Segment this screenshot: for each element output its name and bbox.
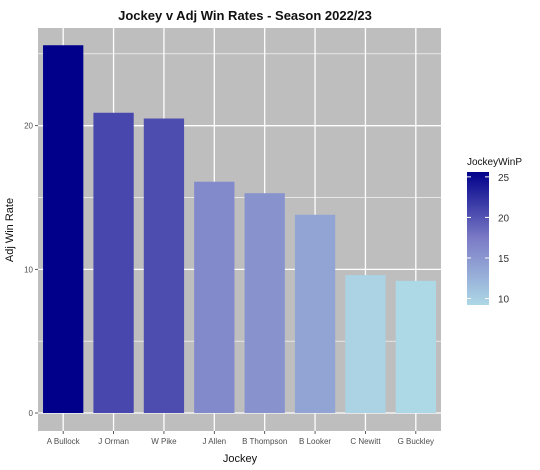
x-tick-label: J Allen (203, 437, 227, 446)
legend-tick-label: 10 (498, 295, 510, 306)
legend-ticks: 10 15 20 25 (467, 173, 510, 306)
y-axis-ticks: 0 10 20 (24, 122, 38, 418)
y-tick-label: 10 (24, 265, 33, 274)
bar-c-newitt (345, 275, 386, 413)
x-tick-label: A Bullock (47, 437, 81, 446)
x-axis-ticks: A Bullock J Orman W Pike J Allen B Thompson B… (47, 431, 434, 446)
x-tick-label: B Looker (299, 437, 331, 446)
bar-g-buckley (395, 280, 436, 413)
x-axis-title: Jockey (223, 453, 258, 465)
bars (43, 45, 436, 414)
x-tick-label: G Buckley (398, 437, 434, 446)
x-tick-label: C Newitt (350, 437, 381, 446)
y-axis-title: Adj Win Rate (4, 198, 16, 262)
x-tick-label: B Thompson (242, 437, 287, 446)
y-tick-label: 0 (29, 409, 34, 418)
x-tick-label: W Pike (151, 437, 177, 446)
legend-tick-label: 25 (498, 173, 510, 184)
bar-a-bullock (43, 45, 84, 414)
legend: JockeyWinP 10 15 20 25 (467, 157, 522, 306)
legend-colorbar (467, 172, 489, 305)
legend-title: JockeyWinP (467, 157, 522, 168)
bar-j-allen (194, 181, 235, 413)
bar-b-thompson (244, 193, 285, 413)
y-tick-label: 20 (24, 122, 33, 131)
bar-j-orman (93, 112, 134, 414)
legend-tick-label: 20 (498, 213, 510, 224)
bar-w-pike (143, 118, 185, 414)
bar-b-looker (294, 214, 336, 413)
legend-tick-label: 15 (498, 254, 510, 265)
x-tick-label: J Orman (98, 437, 129, 446)
chart-title: Jockey v Adj Win Rates - Season 2022/23 (118, 8, 372, 23)
